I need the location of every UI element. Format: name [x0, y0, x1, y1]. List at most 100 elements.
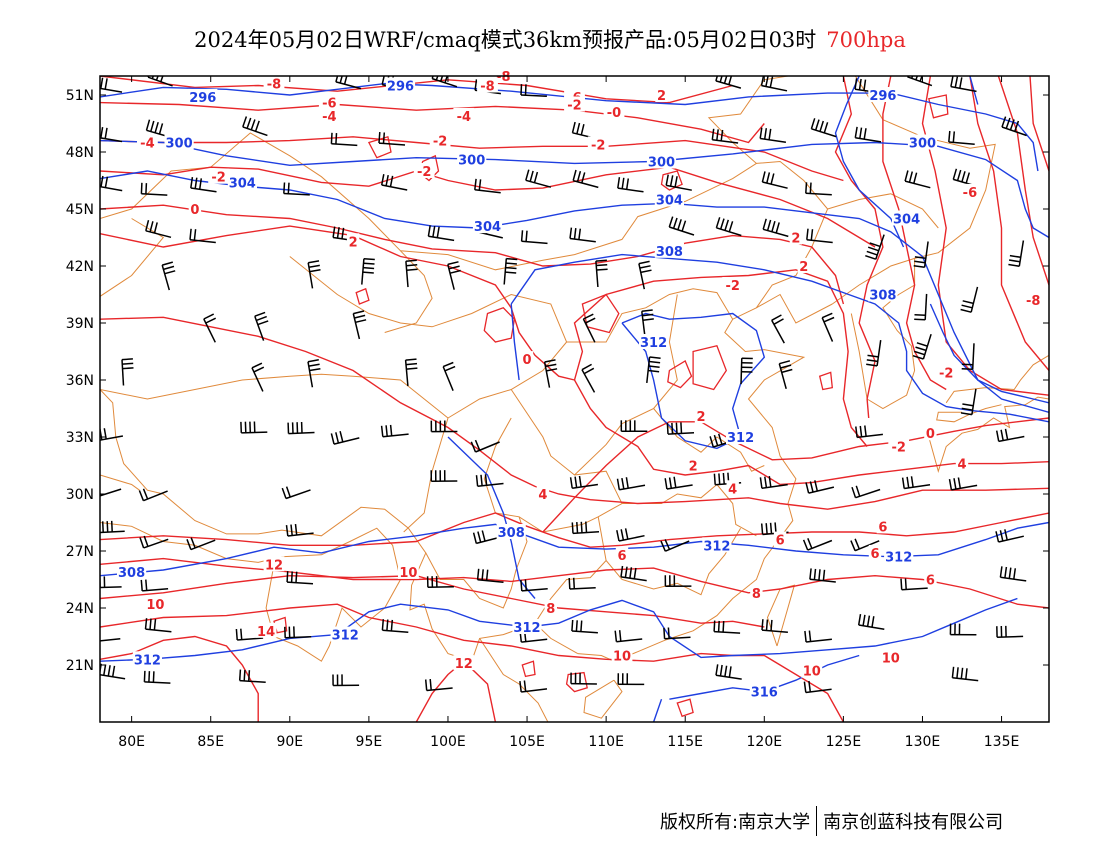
temperature-label-bg — [694, 408, 708, 424]
temperature-label-bg — [868, 544, 882, 560]
wind-barb — [761, 171, 788, 189]
temperature-label-bg — [255, 622, 277, 638]
height-label: 312 — [134, 653, 161, 668]
height-label: 312 — [885, 551, 912, 566]
wind-barb — [715, 217, 742, 237]
wind-barb — [570, 672, 597, 685]
height-label: 312 — [332, 629, 359, 644]
wind-barb — [427, 225, 455, 242]
wind-barb — [638, 260, 652, 290]
wind-barb — [424, 679, 453, 692]
height-label-bg — [512, 619, 542, 634]
wind-barb — [759, 127, 787, 144]
temperature-isoline — [100, 574, 765, 628]
wind-barb — [572, 169, 599, 189]
wind-barb — [762, 218, 789, 238]
height-label: 300 — [909, 137, 936, 152]
wind-barb — [476, 568, 504, 584]
wind-barb — [520, 230, 548, 245]
height-label: 304 — [229, 176, 256, 191]
temperature-cell — [565, 671, 588, 693]
wind-barb — [995, 529, 1024, 543]
temperature-label: -6 — [322, 97, 336, 112]
wind-barb — [139, 535, 169, 549]
wind-barb — [307, 359, 321, 388]
temperature-label: -8 — [496, 70, 510, 85]
temperature-label: -2 — [891, 441, 905, 456]
boundary-line — [597, 516, 742, 596]
wind-barb — [430, 470, 458, 483]
wind-barb — [189, 228, 216, 244]
height-label: 308 — [498, 526, 525, 541]
temperature-label-bg — [318, 94, 340, 110]
wind-barb — [948, 130, 975, 146]
temperature-isoline — [100, 316, 1049, 510]
lon-tick-label: 90E — [276, 734, 303, 750]
boundary-line — [574, 407, 765, 476]
height-label-bg — [868, 286, 898, 302]
temperature-label: 12 — [455, 657, 473, 672]
temperature-cell — [355, 287, 370, 305]
wind-barb — [144, 618, 172, 633]
temperature-label: -2 — [725, 279, 739, 294]
height-label: 300 — [166, 137, 193, 152]
boundary-line — [100, 522, 402, 662]
wind-barb — [378, 132, 406, 146]
lat-tick-label: 24N — [66, 601, 94, 617]
temperature-label: -0 — [607, 106, 621, 121]
height-isoline — [100, 82, 1018, 125]
boundary-line — [755, 160, 829, 309]
wind-barb — [404, 358, 418, 387]
chart-title: 2024年05月02日WRF/cmaq模式36km预报产品:05月02日03时 7… — [0, 24, 1100, 54]
temperature-label-bg — [429, 132, 451, 148]
temperature-cell — [521, 660, 536, 678]
wind-barb — [571, 521, 600, 535]
lon-tick-label: 110E — [588, 734, 624, 750]
wind-barb — [442, 361, 456, 391]
wind-barb — [620, 420, 648, 433]
temperature-label-bg — [587, 136, 609, 152]
wind-barb — [821, 312, 835, 342]
temperature-label-bg — [789, 229, 803, 245]
height-label: 296 — [189, 91, 216, 106]
wind-barb — [900, 578, 928, 591]
wind-barb — [332, 674, 360, 687]
wind-barb — [616, 528, 645, 542]
height-label-bg — [646, 153, 677, 169]
lon-tick-label: 105E — [509, 734, 545, 750]
lon-tick-label: 125E — [826, 734, 862, 750]
height-label-bg — [639, 334, 669, 349]
temperature-label-bg — [453, 107, 475, 123]
wind-barb — [663, 627, 691, 640]
temperature-label: 10 — [803, 665, 821, 680]
wind-barb — [960, 286, 979, 313]
height-label: 312 — [703, 539, 730, 554]
temperature-isoline — [1029, 76, 1049, 172]
wind-barb — [1008, 240, 1025, 267]
wind-barb — [950, 76, 977, 93]
lon-tick-label: 130E — [905, 734, 941, 750]
wind-barb — [617, 673, 645, 686]
wind-barb — [100, 520, 125, 534]
temperature-label-bg — [263, 75, 285, 91]
lat-tick-label: 30N — [66, 487, 94, 503]
height-label: 300 — [458, 154, 485, 169]
wind-barb — [161, 261, 176, 291]
wind-barb — [904, 170, 931, 189]
lat-tick-label: 36N — [66, 373, 94, 389]
boundary-line — [100, 218, 165, 297]
wind-barb — [100, 638, 121, 642]
wind-barb — [138, 488, 168, 502]
lon-tick-label: 80E — [118, 734, 145, 750]
temperature-label-bg — [603, 104, 625, 120]
wind-barb — [961, 343, 975, 371]
wind-barb — [520, 579, 548, 592]
wind-barb — [140, 182, 168, 196]
wind-barb — [581, 363, 596, 393]
temperature-label-bg — [935, 364, 957, 380]
height-label: 316 — [751, 686, 778, 701]
temperature-label: 10 — [613, 650, 631, 665]
wind-barb — [543, 359, 558, 388]
temperature-label: 4 — [728, 482, 737, 497]
height-label: 312 — [640, 336, 667, 351]
